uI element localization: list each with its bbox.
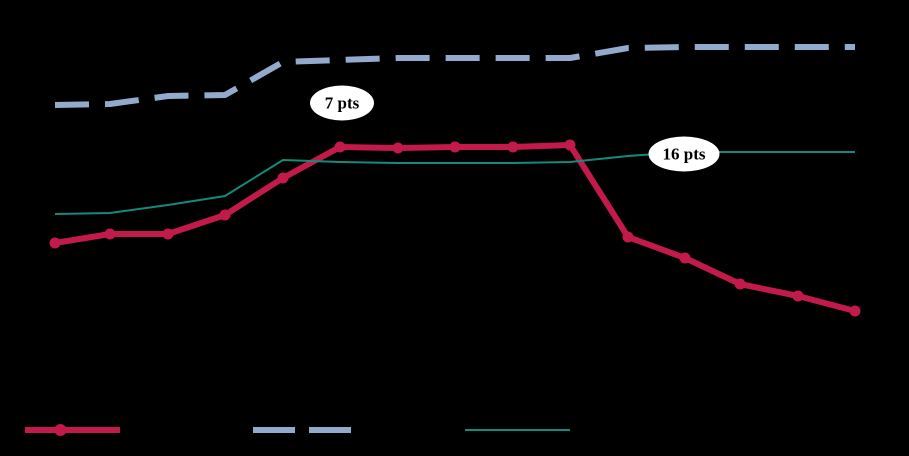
series-marker-crimson-solid-markers bbox=[507, 141, 519, 153]
annotation-16pts: 16 pts bbox=[648, 136, 720, 172]
series-marker-crimson-solid-markers bbox=[449, 141, 461, 153]
series-marker-crimson-solid-markers bbox=[849, 305, 861, 317]
series-marker-crimson-solid-markers bbox=[104, 228, 116, 240]
series-marker-crimson-solid-markers bbox=[792, 290, 804, 302]
series-line-teal-thin bbox=[54, 151, 855, 215]
series-marker-crimson-solid-markers bbox=[162, 228, 174, 240]
series-line-blue-dashed bbox=[54, 44, 855, 108]
series-marker-crimson-solid-markers bbox=[49, 237, 61, 249]
series-marker-crimson-solid-markers bbox=[622, 231, 634, 243]
legend-marker-crimson-series-swatch bbox=[54, 424, 67, 436]
series-marker-crimson-solid-markers bbox=[679, 252, 691, 264]
series-marker-crimson-solid-markers bbox=[277, 172, 289, 184]
series-marker-crimson-solid-markers bbox=[392, 142, 404, 154]
series-marker-crimson-solid-markers bbox=[334, 141, 346, 153]
annotation-7pts: 7 pts bbox=[310, 85, 374, 121]
series-marker-crimson-solid-markers bbox=[564, 139, 576, 151]
series-marker-crimson-solid-markers bbox=[734, 278, 746, 290]
series-marker-crimson-solid-markers bbox=[219, 209, 231, 221]
